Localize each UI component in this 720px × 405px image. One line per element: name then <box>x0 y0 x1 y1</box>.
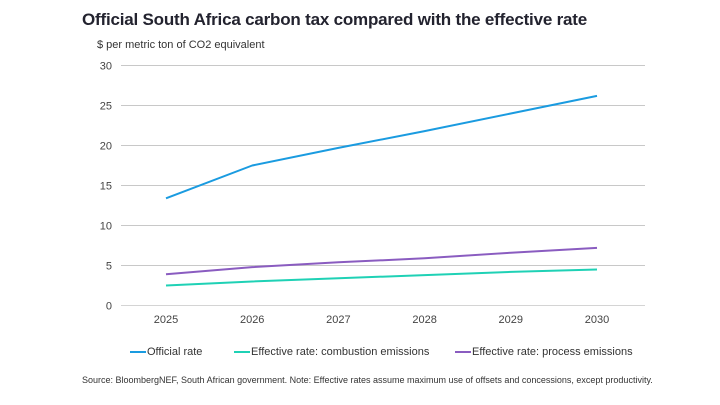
x-tick-label: 2026 <box>240 314 264 326</box>
y-tick-label: 15 <box>100 181 112 193</box>
legend-label: Effective rate: process emissions <box>472 346 633 358</box>
legend-swatch-official <box>130 351 146 353</box>
y-tick-label: 5 <box>106 261 112 273</box>
y-axis-label: $ per metric ton of CO2 equivalent <box>97 39 265 51</box>
y-tick-label: 10 <box>100 221 112 233</box>
x-tick-label: 2028 <box>412 314 436 326</box>
legend-item-process: Effective rate: process emissions <box>455 346 633 358</box>
x-tick-label: 2030 <box>585 314 609 326</box>
source-note: Source: BloombergNEF, South African gove… <box>82 375 653 385</box>
legend-swatch-process <box>455 351 471 353</box>
legend-label: Effective rate: combustion emissions <box>251 346 430 358</box>
y-tick-label: 30 <box>100 61 112 73</box>
x-tick-label: 2027 <box>326 314 350 326</box>
legend-label: Official rate <box>147 346 203 358</box>
series-line-official-rate <box>165 94 598 200</box>
x-tick-label: 2029 <box>499 314 523 326</box>
x-tick-label: 2025 <box>154 314 178 326</box>
gridlines <box>121 65 645 306</box>
series-lines <box>165 94 598 287</box>
x-tick-labels: 2025 2026 2027 2028 2029 2030 <box>154 314 609 326</box>
legend-swatch-combustion <box>234 351 250 353</box>
legend-item-combustion: Effective rate: combustion emissions <box>234 346 429 358</box>
chart-title: Official South Africa carbon tax compare… <box>82 10 587 29</box>
series-line-effective-rate-combustion-emissions <box>165 268 598 287</box>
y-tick-label: 20 <box>100 141 112 153</box>
y-tick-labels: 0 5 10 15 20 25 30 <box>100 61 112 313</box>
legend-item-official-rate: Official rate <box>130 346 202 358</box>
series-line-effective-rate-process-emissions <box>165 246 598 276</box>
y-tick-label: 25 <box>100 101 112 113</box>
y-tick-label: 0 <box>106 301 112 313</box>
